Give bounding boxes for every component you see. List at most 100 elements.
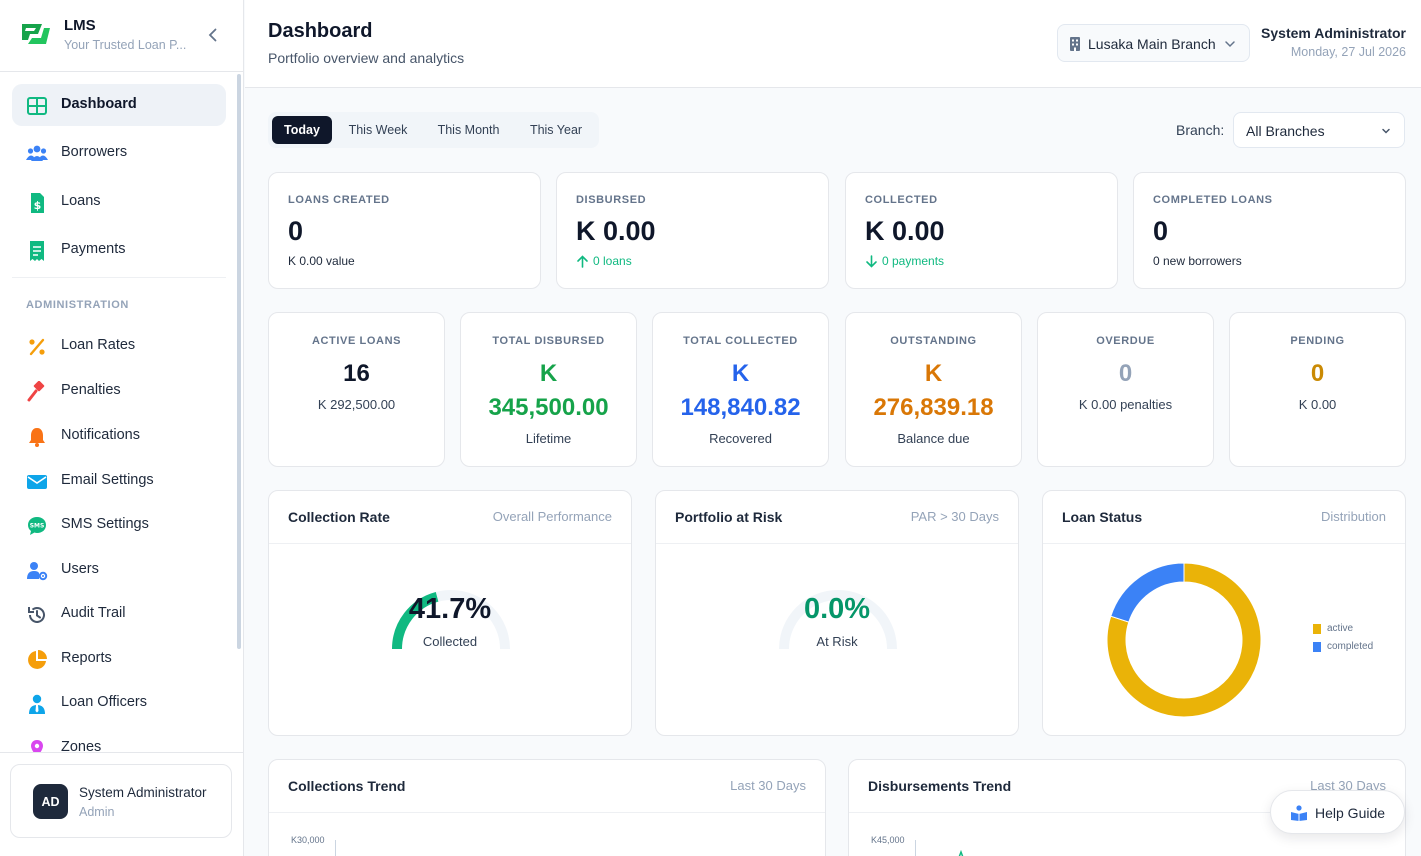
sidebar-item-label: Loans <box>61 193 101 209</box>
stat-currency: K <box>539 360 558 387</box>
sidebar-item-payments[interactable]: Payments <box>12 229 226 271</box>
nav-divider <box>12 277 226 278</box>
stat-subtext-row: 0 loans <box>576 254 632 268</box>
loan-status-donut-chart <box>1106 562 1262 718</box>
sidebar-item-label: Email Settings <box>61 472 154 488</box>
tab-this-week[interactable]: This Week <box>348 123 408 137</box>
stat-label: DISBURSED <box>576 194 647 206</box>
y-axis-tick-label: K45,000 <box>871 835 905 845</box>
sidebar-item-reports[interactable]: Reports <box>12 638 226 680</box>
collection-rate-gauge <box>392 590 510 650</box>
chevron-down-icon <box>1382 128 1390 134</box>
nav-section-title: ADMINISTRATION <box>26 299 129 311</box>
bell-icon <box>29 428 45 447</box>
panel-divider <box>1043 543 1405 544</box>
dashboard-grid-icon <box>27 97 47 115</box>
tab-today[interactable]: Today <box>272 116 332 144</box>
stat-card-disbursed: DISBURSED K 0.00 0 loans <box>556 172 829 289</box>
branch-selector[interactable]: Lusaka Main Branch <box>1057 24 1250 62</box>
help-guide-button[interactable]: Help Guide <box>1270 790 1405 834</box>
sidebar-item-loans[interactable]: $ Loans <box>12 181 226 223</box>
legend-label: completed <box>1327 641 1374 652</box>
tab-this-year[interactable]: This Year <box>529 123 583 137</box>
chevron-down-icon <box>1225 41 1235 48</box>
sidebar-user-card[interactable]: AD System Administrator Admin <box>10 764 232 838</box>
sidebar-item-label: Penalties <box>61 382 121 398</box>
portfolio-card-total-collected: TOTAL COLLECTED K 148,840.82 Recovered <box>652 312 829 467</box>
stat-label: LOANS CREATED <box>288 194 390 206</box>
portfolio-card-active-loans: ACTIVE LOANS 16 K 292,500.00 <box>268 312 445 467</box>
legend-label: active <box>1327 623 1354 634</box>
sidebar-item-users[interactable]: Users <box>12 549 226 591</box>
portfolio-card-overdue: OVERDUE 0 K 0.00 penalties <box>1037 312 1214 467</box>
tab-this-month[interactable]: This Month <box>437 123 500 137</box>
stat-card-collected: COLLECTED K 0.00 0 payments <box>845 172 1118 289</box>
stat-card-loans-created: LOANS CREATED 0 K 0.00 value <box>268 172 541 289</box>
user-gear-icon <box>27 562 48 581</box>
stat-label: OVERDUE <box>1096 335 1155 347</box>
stat-label: COLLECTED <box>865 194 938 206</box>
trend-line-fragment <box>958 849 964 856</box>
sidebar-item-sms-settings[interactable]: SMS SMS Settings <box>12 504 226 546</box>
period-tabs: Today This Week This Month This Year <box>268 112 599 148</box>
svg-text:$: $ <box>34 199 42 212</box>
user-tie-icon <box>29 694 45 714</box>
receipt-icon <box>30 241 44 261</box>
panel-collection-rate: Collection Rate Overall Performance 41.7… <box>268 490 632 736</box>
arrow-down-icon <box>866 254 877 268</box>
sidebar-item-loan-officers[interactable]: Loan Officers <box>12 682 226 724</box>
percent-icon <box>29 338 45 356</box>
legend-swatch <box>1313 641 1321 652</box>
arrow-up-icon <box>577 254 588 268</box>
sidebar-item-loan-rates[interactable]: Loan Rates <box>12 325 226 367</box>
app-name: LMS <box>64 17 96 34</box>
stat-label: TOTAL COLLECTED <box>683 335 798 347</box>
stat-value: K 0.00 <box>576 216 656 246</box>
stat-value: 345,500.00 <box>488 394 609 421</box>
user-name: System Administrator <box>79 785 207 800</box>
legend-item-active[interactable]: active <box>1313 623 1353 634</box>
stat-subtext: K 0.00 penalties <box>1078 397 1173 412</box>
stat-subtext: Balance due <box>897 431 970 446</box>
stat-subtext: K 0.00 <box>1298 397 1337 412</box>
sidebar-item-label: Payments <box>61 241 126 257</box>
sidebar-item-borrowers[interactable]: Borrowers <box>12 132 226 174</box>
collection-rate-label: Collected <box>422 634 478 649</box>
panel-loan-status: Loan Status Distribution active complete… <box>1042 490 1406 736</box>
sidebar-item-label: Loan Rates <box>61 337 136 353</box>
sidebar-item-notifications[interactable]: Notifications <box>12 415 226 457</box>
collapse-sidebar-chevron-left-icon[interactable] <box>203 25 223 45</box>
y-axis-tick-label: K30,000 <box>291 835 325 845</box>
par-gauge <box>779 590 897 650</box>
portfolio-card-outstanding: OUTSTANDING K 276,839.18 Balance due <box>845 312 1022 467</box>
branch-filter-select[interactable]: All Branches <box>1233 112 1405 148</box>
sidebar-scrollbar[interactable] <box>237 74 241 649</box>
gavel-icon <box>27 381 45 402</box>
sidebar-footer-divider <box>0 752 244 753</box>
legend-item-completed[interactable]: completed <box>1313 641 1373 652</box>
help-guide-label: Help Guide <box>1315 805 1386 821</box>
stat-currency: K <box>924 360 943 387</box>
header-date: Monday, 27 Jul 2026 <box>1290 45 1406 59</box>
sidebar-item-penalties[interactable]: Penalties <box>12 370 226 412</box>
donut-slice-completed[interactable] <box>1110 562 1185 623</box>
page-subtitle: Portfolio overview and analytics <box>268 50 465 66</box>
users-group-icon <box>26 145 48 161</box>
sidebar-item-audit-trail[interactable]: Audit Trail <box>12 593 226 635</box>
sidebar-item-label: Audit Trail <box>61 605 126 621</box>
sidebar-item-email-settings[interactable]: Email Settings <box>12 460 226 502</box>
stat-value: 148,840.82 <box>680 394 801 421</box>
dollar-document-icon: $ <box>31 193 44 213</box>
sidebar-item-label: Users <box>61 561 99 577</box>
panel-disbursements-trend: Disbursements Trend Last 30 Days K45,000 <box>848 759 1406 856</box>
stat-label: PENDING <box>1290 335 1345 347</box>
donut-slice-active[interactable] <box>1106 562 1262 718</box>
sidebar-item-dashboard[interactable]: Dashboard <box>12 84 226 126</box>
panel-divider <box>656 543 1018 544</box>
sidebar-item-zones[interactable]: Zones <box>12 727 226 752</box>
stat-value: 0 <box>1118 360 1133 387</box>
panel-hint: Distribution <box>1320 509 1386 524</box>
panel-divider <box>269 812 825 813</box>
stat-label: ACTIVE LOANS <box>311 335 402 347</box>
sms-bubble-icon: SMS <box>28 517 46 535</box>
